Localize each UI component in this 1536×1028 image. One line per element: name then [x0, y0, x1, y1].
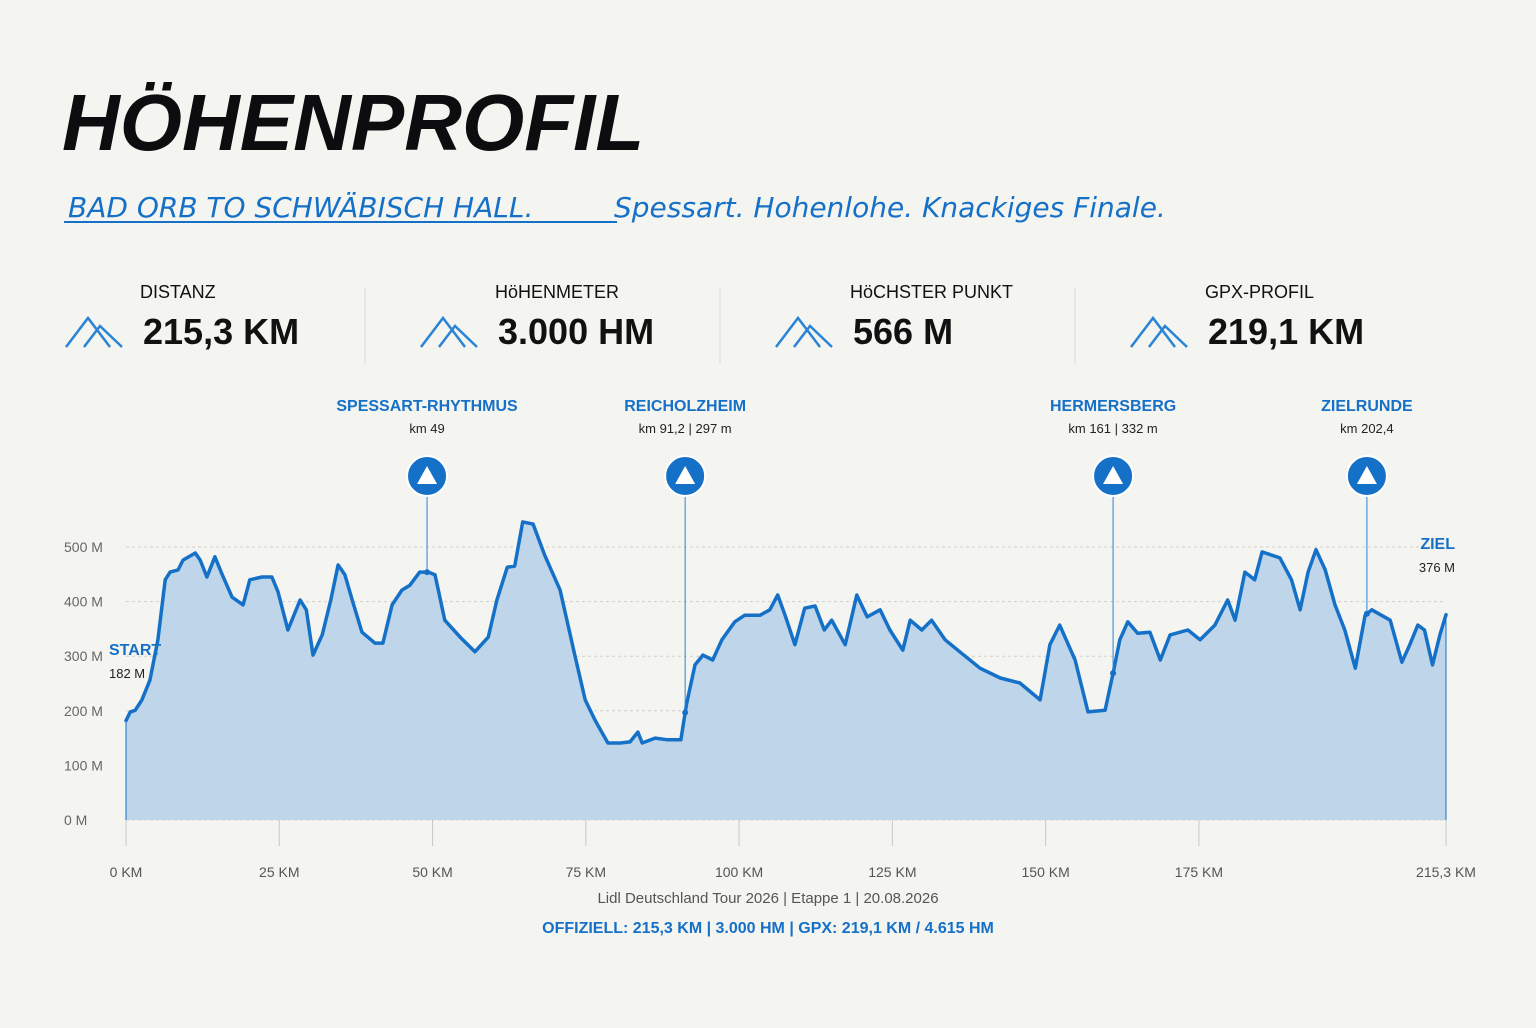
stat-value: 215,3 KM: [143, 311, 299, 352]
stat-label: HöCHSTER PUNKT: [850, 282, 1013, 302]
badge-icon: [1103, 466, 1124, 484]
stat: DISTANZ 215,3 KM: [65, 282, 299, 352]
tagline: Spessart. Hohenlohe. Knackiges Finale.: [614, 191, 1166, 224]
badge-icon: [1356, 466, 1377, 484]
mountain-icon: [1130, 315, 1176, 348]
mountain-icon: [65, 315, 111, 348]
mountain-icon: [438, 324, 478, 348]
x-tick-label: 100 KM: [715, 864, 763, 880]
x-tick-label: 215,3 KM: [1416, 864, 1476, 880]
y-tick-label: 400 M: [64, 594, 103, 610]
y-tick-label: 500 M: [64, 539, 103, 555]
annotation-label: HERMERSBERG: [1050, 398, 1176, 415]
stat-value: 3.000 HM: [498, 311, 654, 352]
mountain-icon: [83, 324, 123, 348]
annotation-detail: km 49: [409, 421, 444, 436]
x-tick-label: 0 KM: [110, 864, 143, 880]
stat-label: GPX-PROFIL: [1205, 282, 1314, 302]
x-tick-label: 25 KM: [259, 864, 299, 880]
y-tick-label: 200 M: [64, 703, 103, 719]
annotation-label: REICHOLZHEIM: [624, 398, 746, 415]
page-title: HÖHENPROFIL: [62, 78, 644, 167]
footer-official: OFFIZIELL: 215,3 KM | 3.000 HM | GPX: 21…: [542, 920, 994, 937]
mountain-icon: [1148, 324, 1188, 348]
stat-value: 566 M: [853, 311, 953, 352]
annotation-dot: [1110, 670, 1117, 677]
annotation-detail: km 161 | 332 m: [1068, 421, 1157, 436]
x-tick-label: 50 KM: [412, 864, 452, 880]
elevation-area: [126, 521, 1446, 820]
annotation-dot: [424, 569, 431, 576]
stat-label: DISTANZ: [140, 282, 216, 302]
annotation-detail: km 202,4: [1340, 421, 1393, 436]
y-tick-label: 300 M: [64, 648, 103, 664]
badge-icon: [675, 466, 696, 484]
x-tick-label: 75 KM: [566, 864, 606, 880]
x-tick-label: 175 KM: [1175, 864, 1223, 880]
elevation-chart: 0 M 100 M 200 M 300 M 400 M 500 M 0 KM 25 KM 50 …: [64, 398, 1476, 880]
annotation-label: SPESSART-RHYTHMUS: [336, 398, 518, 415]
elevation-line: [124, 520, 1448, 745]
start-detail: 182 M: [109, 666, 145, 681]
annotation-detail: km 91,2 | 297 m: [639, 421, 732, 436]
stat-value: 219,1 KM: [1208, 311, 1364, 352]
badge-icon: [417, 466, 438, 484]
annotation-dot: [682, 709, 689, 716]
stat-label: HöHENMETER: [495, 282, 619, 302]
stat: GPX-PROFIL 219,1 KM: [1130, 282, 1364, 352]
y-tick-label: 0 M: [64, 812, 87, 828]
finish-label: ZIEL: [1420, 536, 1455, 553]
x-tick-label: 150 KM: [1022, 864, 1070, 880]
annotation-dot: [1363, 610, 1370, 617]
stat: HöHENMETER 3.000 HM: [420, 282, 654, 352]
footer-event: Lidl Deutschland Tour 2026 | Etappe 1 | …: [597, 890, 938, 907]
x-tick-label: 125 KM: [868, 864, 916, 880]
start-label: START: [109, 642, 161, 659]
stats: DISTANZ 215,3 KM HöHENMETER 3.000 HM HöC…: [65, 282, 1364, 364]
y-tick-label: 100 M: [64, 757, 103, 773]
finish-detail: 376 M: [1419, 560, 1455, 575]
mountain-icon: [420, 315, 466, 348]
annotation-label: ZIELRUNDE: [1321, 398, 1413, 415]
mountain-icon: [793, 324, 833, 348]
mountain-icon: [775, 315, 821, 348]
route: BAD ORB TO SCHWÄBISCH HALL.: [68, 191, 533, 224]
stat: HöCHSTER PUNKT 566 M: [775, 282, 1013, 352]
